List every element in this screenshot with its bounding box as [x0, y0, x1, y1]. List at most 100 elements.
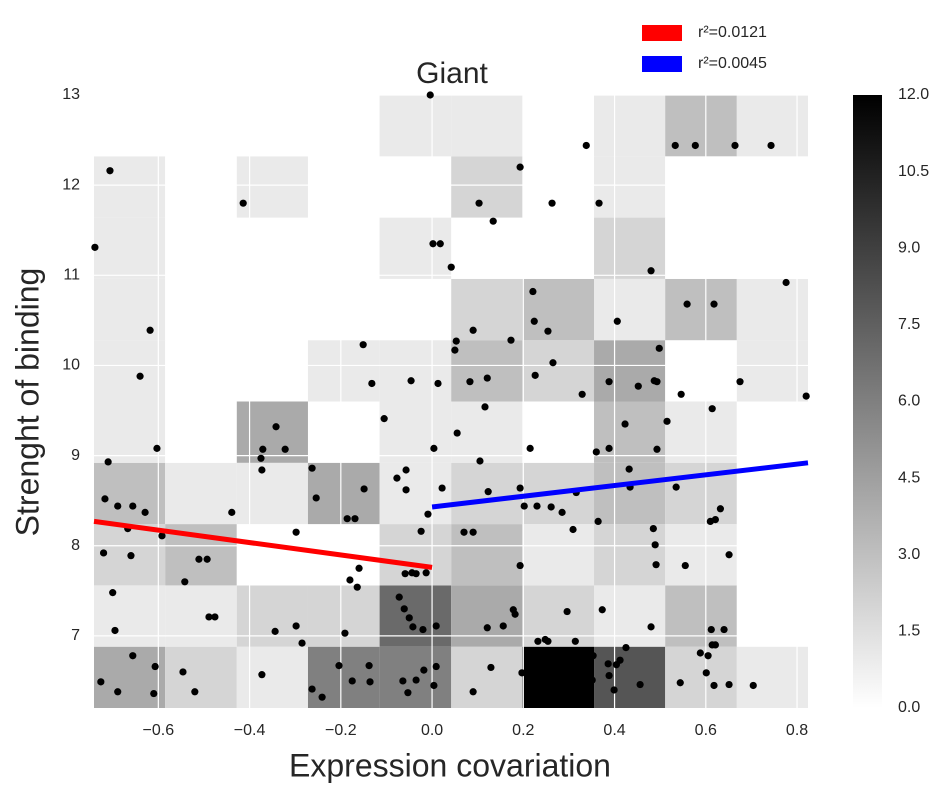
point [516, 561, 524, 570]
point [677, 390, 685, 398]
point [683, 300, 691, 308]
point [412, 676, 420, 684]
colorbar-tick-label: 10.5 [898, 163, 929, 180]
point [636, 680, 644, 689]
heatmap-cell [594, 585, 666, 647]
point [452, 337, 460, 345]
point [438, 484, 446, 492]
point [605, 378, 613, 386]
point [151, 662, 159, 671]
point [401, 570, 409, 578]
point [341, 629, 349, 637]
point [499, 622, 507, 630]
point [544, 327, 552, 335]
point [655, 344, 663, 352]
point [708, 405, 716, 413]
heatmap-cell [736, 217, 808, 279]
point [649, 525, 657, 533]
heatmap-cell [736, 462, 808, 525]
heatmap-cell [379, 585, 452, 647]
heatmap-cell [451, 217, 523, 279]
point [653, 445, 661, 453]
heatmap-cell [736, 156, 808, 218]
point [111, 626, 119, 635]
heatmap-cell [594, 156, 666, 218]
point [106, 167, 114, 175]
heatmap-cell [379, 462, 452, 525]
point [650, 377, 658, 385]
point [663, 417, 671, 425]
point [146, 326, 154, 334]
point [127, 552, 135, 560]
point [707, 625, 715, 634]
heatmap-cell [236, 462, 308, 525]
heatmap-cell [522, 401, 595, 463]
point [710, 300, 718, 308]
point [359, 341, 367, 349]
point [404, 689, 412, 697]
point [348, 677, 356, 685]
point [271, 627, 279, 635]
point [195, 555, 203, 563]
fit-line [93, 518, 433, 570]
colorbar-tick-label: 6.0 [898, 393, 920, 410]
point [520, 502, 528, 510]
point [417, 527, 425, 535]
heatmap-cell [451, 340, 523, 402]
point [424, 510, 432, 518]
heatmap-cell [736, 585, 808, 647]
heatmap-cell [594, 278, 666, 341]
heatmap-cell [594, 340, 666, 402]
point [526, 444, 534, 452]
point [604, 660, 612, 668]
heatmap-cell [665, 585, 737, 647]
heatmap-cell [594, 524, 666, 586]
heatmap-cell [451, 585, 523, 647]
point [702, 669, 710, 677]
point [710, 681, 718, 690]
point [592, 448, 600, 456]
point [434, 379, 442, 388]
heatmap-cell [165, 646, 237, 708]
heatmap-cell [379, 278, 452, 341]
point [720, 625, 728, 634]
point [672, 483, 680, 491]
point [549, 359, 557, 367]
heatmap-cell [522, 95, 595, 157]
point [767, 141, 775, 150]
heatmap-cell [665, 217, 737, 279]
heatmap-cell [307, 156, 380, 218]
point [487, 663, 495, 672]
point [335, 662, 343, 670]
point [308, 464, 316, 472]
heatmap-cell [236, 401, 308, 463]
point [483, 624, 491, 632]
point [360, 485, 368, 493]
point [426, 91, 434, 99]
heatmap-cell [307, 340, 380, 402]
point [129, 652, 137, 660]
point [605, 671, 613, 680]
point [402, 486, 410, 494]
point [400, 605, 408, 613]
x-tick-label: 0.6 [695, 722, 717, 739]
point [516, 484, 524, 492]
point [104, 458, 112, 466]
heatmap-cell [94, 401, 166, 463]
point [405, 614, 413, 622]
heatmap-cell [665, 278, 737, 341]
point [531, 371, 539, 379]
point [460, 528, 468, 536]
heatmap-cell [665, 401, 737, 463]
heatmap-cell [522, 156, 595, 218]
point [469, 688, 477, 696]
point [432, 662, 440, 671]
heatmap-cell [94, 95, 166, 157]
point [409, 623, 417, 631]
point [696, 649, 704, 657]
y-tick-label: 12 [62, 176, 80, 193]
point [507, 336, 515, 344]
point [530, 317, 538, 325]
heatmap-cell [379, 340, 452, 402]
point [129, 502, 137, 510]
